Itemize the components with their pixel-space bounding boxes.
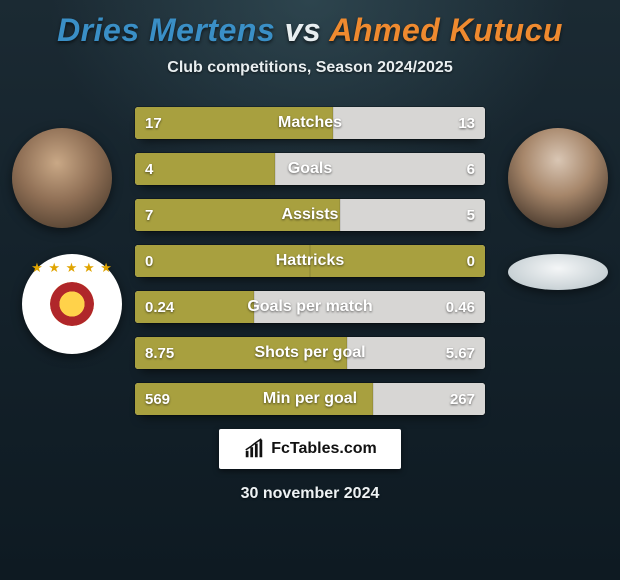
stat-row: 1713Matches: [135, 107, 485, 139]
player2-name: Ahmed Kutucu: [329, 12, 563, 48]
stat-row: 46Goals: [135, 153, 485, 185]
stat-value-right: 0: [457, 245, 485, 277]
chart-icon: [243, 438, 265, 460]
stat-value-left: 4: [135, 153, 163, 185]
stat-value-left: 17: [135, 107, 172, 139]
player2-avatar: [508, 128, 608, 228]
player2-club-badge: [508, 254, 608, 290]
stat-row: 0.240.46Goals per match: [135, 291, 485, 323]
subtitle: Club competitions, Season 2024/2025: [0, 59, 620, 77]
player1-avatar: [12, 128, 112, 228]
stat-fill-right: [275, 153, 485, 185]
branding-badge[interactable]: FcTables.com: [219, 429, 401, 469]
stat-value-right: 0.46: [436, 291, 485, 323]
vs-text: vs: [285, 12, 322, 48]
branding-text: FcTables.com: [271, 440, 377, 458]
player1-club-badge: ★ ★ ★ ★ ★: [22, 254, 122, 354]
stat-value-right: 13: [448, 107, 485, 139]
stat-value-left: 7: [135, 199, 163, 231]
stat-value-left: 0.24: [135, 291, 184, 323]
stat-fill-left: [135, 199, 340, 231]
club-stars-icon: ★ ★ ★ ★ ★: [22, 260, 122, 276]
title: Dries Mertens vs Ahmed Kutucu: [0, 12, 620, 49]
date-text: 30 november 2024: [0, 485, 620, 503]
stat-value-right: 5.67: [436, 337, 485, 369]
stat-value-right: 6: [457, 153, 485, 185]
stat-row: 75Assists: [135, 199, 485, 231]
stat-value-right: 267: [440, 383, 485, 415]
player1-name: Dries Mertens: [57, 12, 275, 48]
stat-value-right: 5: [457, 199, 485, 231]
stat-row: 569267Min per goal: [135, 383, 485, 415]
stat-value-left: 8.75: [135, 337, 184, 369]
stats-list: 1713Matches46Goals75Assists00Hattricks0.…: [135, 107, 485, 415]
stat-row: 00Hattricks: [135, 245, 485, 277]
stat-row: 8.755.67Shots per goal: [135, 337, 485, 369]
comparison-card: Dries Mertens vs Ahmed Kutucu Club compe…: [0, 0, 620, 580]
stat-value-left: 569: [135, 383, 180, 415]
stat-value-left: 0: [135, 245, 163, 277]
